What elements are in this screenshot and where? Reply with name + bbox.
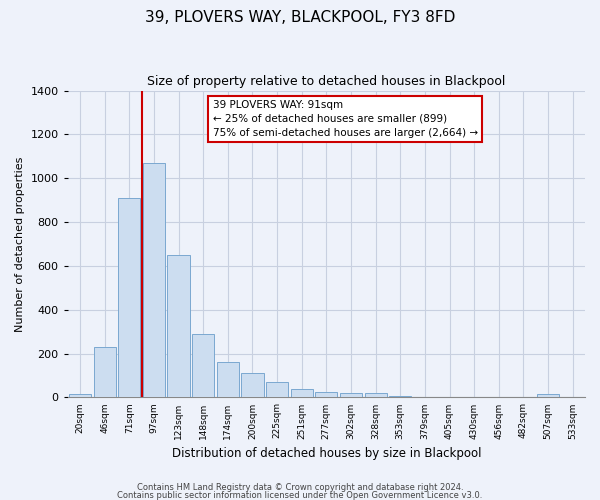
Bar xyxy=(143,163,165,398)
Bar xyxy=(389,396,412,398)
Text: Contains public sector information licensed under the Open Government Licence v3: Contains public sector information licen… xyxy=(118,490,482,500)
X-axis label: Distribution of detached houses by size in Blackpool: Distribution of detached houses by size … xyxy=(172,447,481,460)
Bar xyxy=(340,393,362,398)
Bar xyxy=(537,394,559,398)
Bar xyxy=(414,397,436,398)
Y-axis label: Number of detached properties: Number of detached properties xyxy=(15,156,25,332)
Bar xyxy=(365,394,387,398)
Bar xyxy=(69,394,91,398)
Text: 39 PLOVERS WAY: 91sqm
← 25% of detached houses are smaller (899)
75% of semi-det: 39 PLOVERS WAY: 91sqm ← 25% of detached … xyxy=(212,100,478,138)
Text: Contains HM Land Registry data © Crown copyright and database right 2024.: Contains HM Land Registry data © Crown c… xyxy=(137,484,463,492)
Bar xyxy=(217,362,239,398)
Bar xyxy=(167,255,190,398)
Bar xyxy=(290,388,313,398)
Bar xyxy=(118,198,140,398)
Bar xyxy=(192,334,214,398)
Bar xyxy=(94,347,116,398)
Bar xyxy=(241,374,263,398)
Bar xyxy=(266,382,288,398)
Title: Size of property relative to detached houses in Blackpool: Size of property relative to detached ho… xyxy=(147,75,506,88)
Bar xyxy=(315,392,337,398)
Text: 39, PLOVERS WAY, BLACKPOOL, FY3 8FD: 39, PLOVERS WAY, BLACKPOOL, FY3 8FD xyxy=(145,10,455,25)
